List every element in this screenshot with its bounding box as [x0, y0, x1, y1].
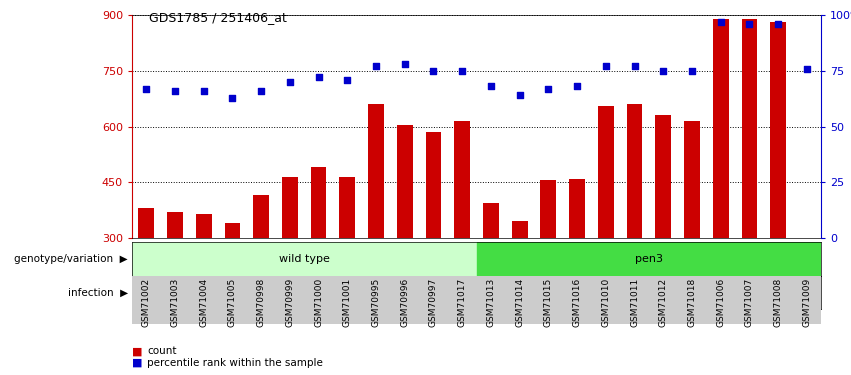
- Point: [656, 68, 670, 74]
- Bar: [368, 104, 384, 238]
- Point: [714, 19, 728, 25]
- Bar: [540, 180, 557, 238]
- Text: genotype/variation  ▶: genotype/variation ▶: [14, 254, 128, 264]
- Bar: [311, 168, 327, 238]
- Bar: [225, 223, 240, 238]
- Bar: [483, 203, 499, 238]
- Point: [771, 21, 785, 27]
- Point: [168, 88, 182, 94]
- Bar: [713, 19, 728, 238]
- Point: [426, 68, 440, 74]
- Text: GSM71001: GSM71001: [343, 278, 351, 327]
- Text: GSM70998: GSM70998: [257, 278, 266, 327]
- Point: [369, 63, 383, 69]
- Bar: [247, 276, 362, 309]
- Point: [513, 92, 527, 98]
- Text: GSM71017: GSM71017: [458, 278, 466, 327]
- Bar: [340, 177, 355, 238]
- Text: GSM71009: GSM71009: [802, 278, 811, 327]
- Point: [570, 83, 584, 89]
- Bar: [282, 177, 298, 238]
- Point: [340, 77, 354, 83]
- Bar: [684, 121, 700, 238]
- Point: [685, 68, 699, 74]
- Text: nonhost fungal pathogen: nonhost fungal pathogen: [362, 288, 477, 297]
- Bar: [706, 276, 821, 309]
- Bar: [569, 178, 585, 238]
- Text: GSM71007: GSM71007: [745, 278, 754, 327]
- Bar: [511, 221, 528, 238]
- Bar: [477, 276, 591, 309]
- Bar: [397, 125, 413, 238]
- Bar: [598, 106, 614, 238]
- Point: [628, 63, 642, 69]
- Text: GSM70999: GSM70999: [285, 278, 294, 327]
- Bar: [132, 242, 477, 276]
- Text: GSM71003: GSM71003: [170, 278, 180, 327]
- Bar: [167, 212, 183, 238]
- Text: GSM71000: GSM71000: [314, 278, 323, 327]
- Bar: [139, 209, 154, 238]
- Text: GSM71008: GSM71008: [774, 278, 783, 327]
- Text: GSM71002: GSM71002: [142, 278, 151, 327]
- Text: GSM71012: GSM71012: [659, 278, 668, 327]
- Text: GSM71013: GSM71013: [487, 278, 495, 327]
- Point: [800, 66, 814, 72]
- Text: infection  ▶: infection ▶: [67, 288, 128, 297]
- Text: GSM70996: GSM70996: [400, 278, 409, 327]
- Bar: [362, 276, 477, 309]
- Text: GDS1785 / 251406_at: GDS1785 / 251406_at: [149, 11, 287, 24]
- Point: [743, 21, 757, 27]
- Bar: [477, 242, 821, 276]
- Point: [455, 68, 469, 74]
- Text: GSM71015: GSM71015: [544, 278, 553, 327]
- Bar: [254, 195, 269, 238]
- Text: percentile rank within the sample: percentile rank within the sample: [147, 357, 323, 368]
- Text: GSM71004: GSM71004: [199, 278, 208, 327]
- Bar: [454, 121, 470, 238]
- Point: [140, 86, 153, 92]
- Text: GSM71014: GSM71014: [515, 278, 524, 327]
- Text: nonhost fungal pathogen: nonhost fungal pathogen: [706, 288, 821, 297]
- Text: GSM71016: GSM71016: [573, 278, 581, 327]
- Text: host fungal
pathogen: host fungal pathogen: [279, 283, 329, 302]
- Point: [254, 88, 268, 94]
- Bar: [196, 214, 212, 238]
- Bar: [426, 132, 442, 238]
- Text: wild type: wild type: [279, 254, 329, 264]
- Point: [541, 86, 555, 92]
- Point: [197, 88, 210, 94]
- Bar: [626, 104, 643, 238]
- Bar: [591, 276, 706, 309]
- Text: GSM71011: GSM71011: [630, 278, 639, 327]
- Point: [311, 75, 325, 81]
- Text: count: count: [147, 346, 177, 356]
- Text: ■: ■: [132, 357, 142, 368]
- Text: GSM71010: GSM71010: [602, 278, 610, 327]
- Text: ■: ■: [132, 346, 142, 356]
- Point: [226, 94, 239, 100]
- Bar: [132, 276, 247, 309]
- Text: GSM71005: GSM71005: [228, 278, 237, 327]
- Point: [484, 83, 498, 89]
- Text: GSM71018: GSM71018: [688, 278, 696, 327]
- Bar: [741, 19, 757, 238]
- Text: GSM70995: GSM70995: [372, 278, 380, 327]
- Point: [398, 61, 412, 67]
- Text: GSM71006: GSM71006: [717, 278, 725, 327]
- Text: uninfected: uninfected: [510, 288, 558, 297]
- Point: [283, 79, 297, 85]
- Point: [599, 63, 613, 69]
- Bar: [770, 22, 786, 238]
- Text: uninfected: uninfected: [165, 288, 214, 297]
- Text: pen3: pen3: [635, 254, 663, 264]
- Bar: [655, 116, 671, 238]
- Text: host fungal pathogen: host fungal pathogen: [600, 288, 698, 297]
- Text: GSM70997: GSM70997: [429, 278, 438, 327]
